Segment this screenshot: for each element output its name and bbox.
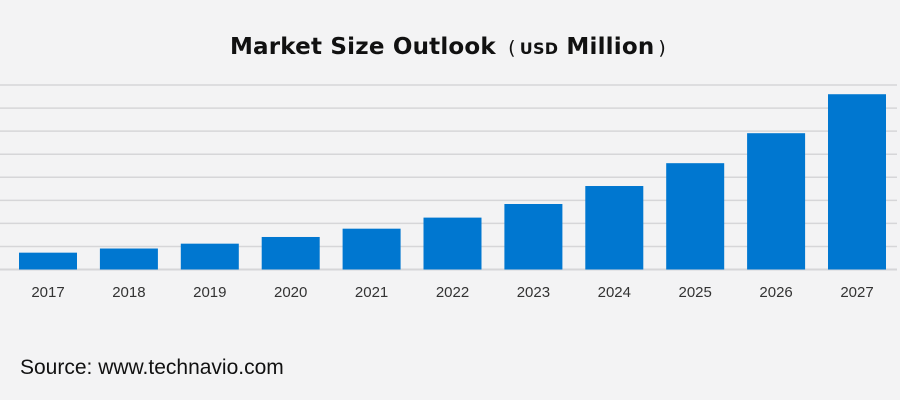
title-text: Market Size Outlook bbox=[229, 34, 496, 60]
bar-2017 bbox=[19, 252, 77, 270]
bar-2027 bbox=[828, 94, 886, 270]
title-unit: Million bbox=[566, 34, 655, 60]
x-tick-label: 2026 bbox=[759, 284, 792, 301]
x-tick-label: 2024 bbox=[598, 284, 631, 301]
x-tick-label: 2019 bbox=[193, 284, 226, 301]
x-tick-label: 2025 bbox=[679, 284, 712, 301]
x-tick-label: 2021 bbox=[355, 284, 388, 301]
x-tick-label: 2027 bbox=[840, 284, 873, 301]
bar-2020 bbox=[261, 236, 320, 270]
bar-2023 bbox=[504, 204, 563, 270]
bar-2021 bbox=[342, 228, 401, 270]
bar-2019 bbox=[180, 243, 239, 270]
bar-2024 bbox=[585, 186, 644, 270]
x-tick-label: 2020 bbox=[274, 284, 307, 301]
chart-title: Market Size Outlook (USD Million) bbox=[0, 34, 900, 60]
x-tick-label: 2022 bbox=[436, 284, 469, 301]
bar-2022 bbox=[423, 217, 482, 270]
x-tick-label: 2023 bbox=[517, 284, 550, 301]
x-tick-label: 2017 bbox=[31, 284, 64, 301]
title-close-paren: ) bbox=[658, 37, 667, 59]
title-unit-prefix: USD bbox=[519, 39, 559, 58]
x-tick-label: 2018 bbox=[112, 284, 145, 301]
bar-2018 bbox=[99, 248, 158, 270]
bar-2026 bbox=[747, 133, 806, 270]
bar-2025 bbox=[666, 163, 725, 270]
title-open-paren: ( bbox=[508, 37, 516, 59]
source-note: Source: www.technavio.com bbox=[20, 356, 284, 379]
